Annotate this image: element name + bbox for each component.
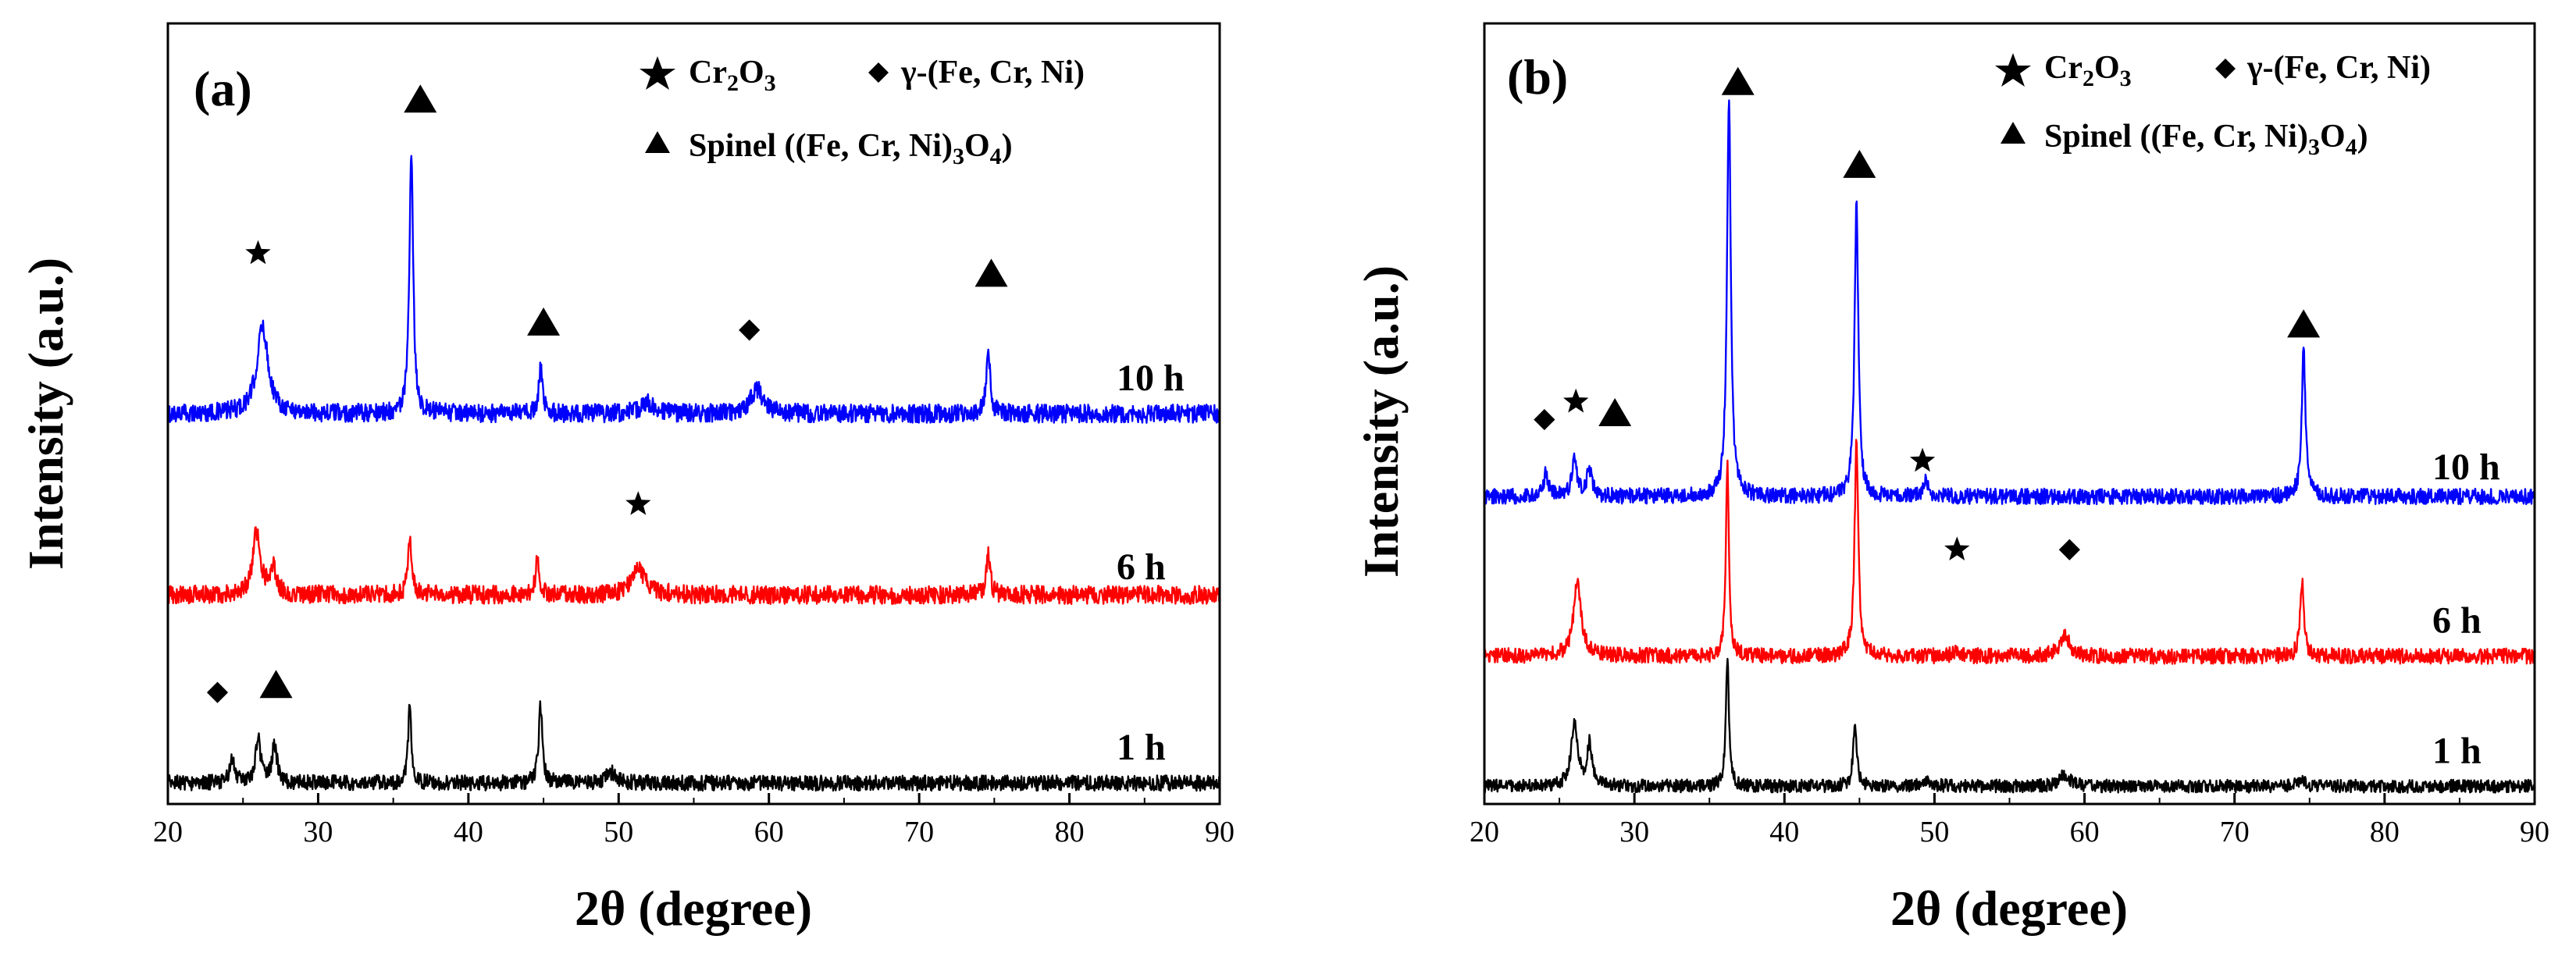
panel-b-curve-labels: 10 h 6 h 1 h	[2432, 446, 2500, 771]
panel-a-x-axis-title: 2θ (degree)	[575, 880, 812, 936]
star-peak-marker-icon	[1909, 447, 1936, 472]
triangle-peak-marker-icon	[404, 84, 437, 113]
panel-b-peak-markers	[1534, 66, 2321, 560]
panel-b-curves	[1484, 99, 2535, 794]
x-tick-label: 20	[153, 816, 183, 848]
panel-a: 20 30 40 50 60 70 80 90 10 h 6 h 1 h (a) Cr2O3 γ-…	[18, 22, 1235, 936]
series-line-1h	[1484, 657, 2535, 794]
x-tick-label: 80	[1055, 816, 1085, 848]
x-tick-label: 70	[904, 816, 934, 848]
star-peak-marker-icon	[245, 240, 271, 265]
panel-a-curve-labels: 10 h 6 h 1 h	[1117, 357, 1185, 768]
series-line-10h	[168, 155, 1220, 424]
legend-diamond-icon	[2215, 59, 2236, 79]
x-tick-label: 90	[1205, 816, 1235, 848]
diamond-peak-marker-icon	[739, 319, 761, 341]
panel-b: 20 30 40 50 60 70 80 90 10 h 6 h 1 h (b) Cr2O3 γ-…	[1353, 22, 2549, 936]
panel-a-peak-markers	[206, 84, 1008, 703]
panel-b-x-axis-title: 2θ (degree)	[1890, 880, 2128, 936]
legend-star-icon	[640, 56, 675, 90]
panel-b-x-ticks: 20 30 40 50 60 70 80 90	[1470, 793, 2549, 848]
curve-label-6h: 6 h	[1117, 546, 1166, 588]
legend-cr2o3-label: Cr2O3	[689, 55, 776, 96]
x-tick-label: 30	[1619, 816, 1649, 848]
panel-b-label: (b)	[1507, 49, 1568, 105]
panel-b-y-axis-title: Intensity (a.u.)	[1353, 265, 1409, 578]
triangle-peak-marker-icon	[1721, 66, 1755, 95]
triangle-peak-marker-icon	[2287, 309, 2321, 338]
triangle-peak-marker-icon	[1843, 149, 1876, 178]
x-tick-label: 60	[754, 816, 784, 848]
triangle-peak-marker-icon	[974, 258, 1008, 287]
star-peak-marker-icon	[1944, 536, 1970, 560]
triangle-peak-marker-icon	[259, 670, 293, 699]
curve-label-1h: 1 h	[1117, 727, 1166, 768]
curve-label-10h: 10 h	[1117, 357, 1185, 399]
panel-a-y-axis-title: Intensity (a.u.)	[18, 258, 73, 570]
panel-a-legend: Cr2O3 γ-(Fe, Cr, Ni) Spinel ((Fe, Cr, Ni…	[640, 55, 1085, 169]
panel-a-x-ticks: 20 30 40 50 60 70 80 90	[153, 793, 1235, 848]
x-tick-label: 90	[2520, 816, 2549, 848]
diamond-peak-marker-icon	[1534, 408, 1555, 431]
legend-cr2o3-label: Cr2O3	[2044, 50, 2132, 91]
triangle-peak-marker-icon	[527, 307, 561, 336]
star-peak-marker-icon	[625, 491, 651, 515]
curve-label-10h: 10 h	[2432, 446, 2500, 488]
panel-a-curves	[168, 155, 1220, 792]
x-tick-label: 70	[2220, 816, 2250, 848]
star-peak-marker-icon	[1563, 388, 1589, 413]
x-tick-label: 20	[1470, 816, 1499, 848]
x-tick-label: 40	[1769, 816, 1799, 848]
legend-triangle-icon	[645, 131, 670, 153]
x-tick-label: 50	[604, 816, 633, 848]
curve-label-6h: 6 h	[2432, 600, 2482, 642]
series-line-6h	[168, 526, 1220, 605]
panel-b-legend: Cr2O3 γ-(Fe, Cr, Ni) Spinel ((Fe, Cr, Ni…	[1995, 50, 2431, 160]
legend-gamma-label: γ-(Fe, Cr, Ni)	[900, 55, 1085, 91]
curve-label-1h: 1 h	[2432, 730, 2482, 771]
x-tick-label: 30	[303, 816, 333, 848]
series-line-10h	[1484, 99, 2535, 506]
x-tick-label: 50	[1919, 816, 1949, 848]
series-line-1h	[168, 700, 1220, 792]
x-tick-label: 40	[454, 816, 483, 848]
x-tick-label: 80	[2370, 816, 2400, 848]
legend-spinel-label: Spinel ((Fe, Cr, Ni)3O4)	[689, 128, 1013, 169]
series-line-6h	[1484, 439, 2535, 665]
panel-a-label: (a)	[194, 61, 252, 116]
diamond-peak-marker-icon	[206, 681, 229, 703]
legend-star-icon	[1995, 53, 2031, 87]
legend-diamond-icon	[868, 62, 889, 83]
triangle-peak-marker-icon	[1598, 398, 1632, 426]
x-tick-label: 60	[2070, 816, 2100, 848]
legend-triangle-icon	[2001, 122, 2026, 144]
legend-gamma-label: γ-(Fe, Cr, Ni)	[2246, 50, 2431, 86]
diamond-peak-marker-icon	[2058, 539, 2080, 560]
legend-spinel-label: Spinel ((Fe, Cr, Ni)3O4)	[2044, 119, 2368, 160]
